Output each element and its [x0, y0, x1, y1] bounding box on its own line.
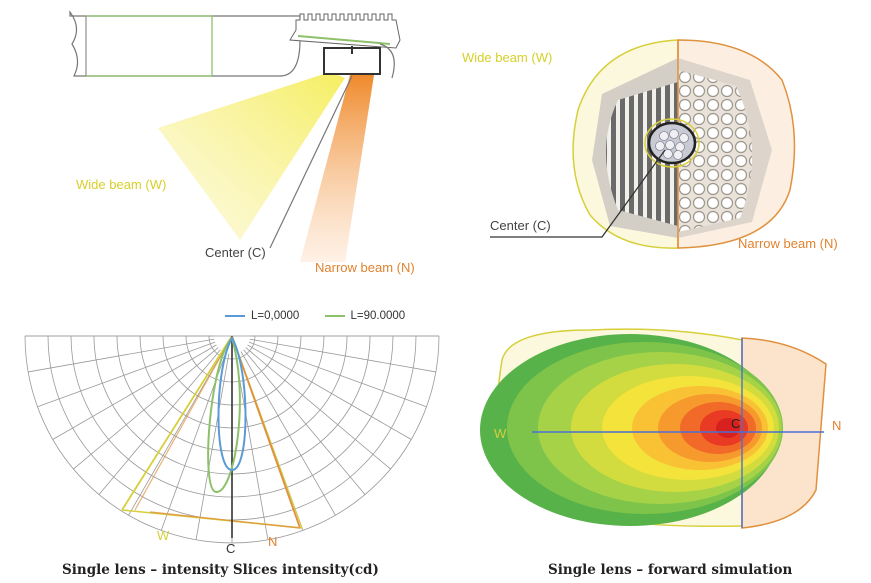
polar-spoke: [248, 341, 427, 408]
c-label-sim: C: [731, 416, 741, 431]
polar-spoke: [128, 351, 224, 516]
wide-lens-stripes: [606, 82, 678, 226]
polar-spoke: [73, 347, 219, 470]
n-label-polar: N: [268, 534, 278, 549]
l90-curve: [207, 336, 241, 494]
fixture-beam-diagram: Wide beam (W) Center (C) Narrow beam (N): [0, 0, 430, 290]
wide-beam: [158, 72, 345, 240]
legend-item-l90: L=90.0000: [324, 310, 405, 322]
narrow-beam-label: Narrow beam (N): [315, 260, 415, 275]
forward-simulation: W C N Single lens – forward simulation: [470, 300, 871, 583]
n-beam-line: [231, 335, 301, 529]
polar-spoke: [195, 353, 230, 540]
fixture-beam-svg: [69, 10, 401, 262]
narrow-beam: [300, 75, 374, 262]
legend-item-l0: L=0,0000: [225, 310, 299, 322]
center-label: Center (C): [205, 245, 266, 260]
center-line: [269, 75, 353, 249]
c-label-polar: C: [226, 541, 236, 556]
narrow-beam-label-front: Narrow beam (N): [738, 236, 838, 251]
w-label-polar: W: [157, 528, 170, 543]
polar-spoke: [243, 349, 366, 495]
n-label-sim: N: [832, 418, 842, 433]
simulation-svg: [480, 328, 827, 529]
polar-spoke: [247, 344, 412, 440]
wide-beam-label-front: Wide beam (W): [462, 50, 553, 65]
lens-front-diagram: Wide beam (W) Center (C) Narrow beam (N): [440, 0, 871, 290]
polar-intensity-plot: L=0,0000 L=90.0000 W C N Single lens – i…: [0, 300, 460, 583]
lens-front-svg: [490, 39, 796, 249]
wide-beam-label: Wide beam (W): [76, 177, 167, 192]
heatsink-fins: [289, 13, 401, 49]
center-pointer: [490, 149, 666, 238]
polar-spoke: [245, 347, 391, 470]
w-label-sim: W: [494, 426, 507, 441]
polar-grid-svg: [24, 335, 440, 544]
polar-spoke: [37, 341, 216, 408]
polar-spoke: [234, 353, 269, 540]
polar-caption: Single lens – intensity Slices intensity…: [62, 562, 379, 578]
plot-legend: L=0,0000 L=90.0000: [225, 310, 405, 322]
simulation-caption: Single lens – forward simulation: [548, 562, 793, 578]
w-beam-line: [121, 335, 233, 511]
polar-spoke: [28, 338, 215, 373]
narrow-lens-bubbles: [678, 70, 753, 232]
l0-curve: [217, 335, 247, 472]
fixture-body: [69, 10, 301, 77]
center-label-front: Center (C): [490, 218, 551, 233]
polar-spoke: [240, 351, 336, 516]
polar-spoke: [249, 338, 436, 373]
polar-spoke: [98, 349, 221, 495]
polar-spoke: [52, 344, 217, 440]
